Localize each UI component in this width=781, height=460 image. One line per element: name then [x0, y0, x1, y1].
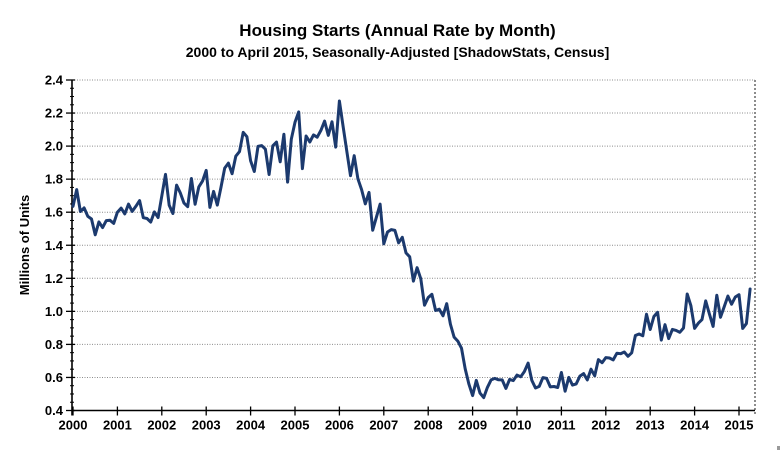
x-tick-label: 2012: [591, 418, 620, 433]
x-tick-label: 2008: [414, 418, 443, 433]
x-tick-label: 2004: [236, 418, 266, 433]
corner-artifact: [777, 446, 780, 450]
y-tick-label: 1.6: [45, 205, 63, 220]
y-tick-label: 2.0: [45, 139, 63, 154]
y-tick-label: 2.4: [45, 73, 64, 88]
x-tick-label: 2015: [725, 418, 754, 433]
x-tick-label: 2013: [636, 418, 665, 433]
y-tick-label: 0.4: [45, 403, 64, 418]
y-tick-label: 2.2: [45, 106, 63, 121]
x-tick-label: 2014: [680, 418, 710, 433]
y-tick-label: 1.2: [45, 271, 63, 286]
x-tick-label: 2011: [547, 418, 575, 433]
x-tick-label: 2000: [59, 418, 88, 433]
x-tick-label: 2007: [369, 418, 398, 433]
x-tick-label: 2005: [281, 418, 310, 433]
chart-subtitle: 2000 to April 2015, Seasonally-Adjusted …: [185, 44, 610, 60]
x-tick-label: 2003: [192, 418, 221, 433]
y-tick-label: 1.4: [45, 238, 64, 253]
x-tick-label: 2009: [458, 418, 487, 433]
y-tick-label: 1.0: [45, 304, 63, 319]
y-axis-title: Millions of Units: [17, 195, 32, 295]
y-tick-label: 1.8: [45, 172, 63, 187]
data-line: [71, 99, 752, 400]
y-tick-label: 0.6: [45, 370, 63, 385]
x-tick-label: 2001: [103, 418, 132, 433]
x-tick-label: 2006: [325, 418, 354, 433]
x-tick-label: 2010: [503, 418, 532, 433]
chart-title: Housing Starts (Annual Rate by Month): [239, 21, 556, 40]
x-tick-label: 2002: [147, 418, 176, 433]
y-tick-label: 0.8: [45, 337, 63, 352]
